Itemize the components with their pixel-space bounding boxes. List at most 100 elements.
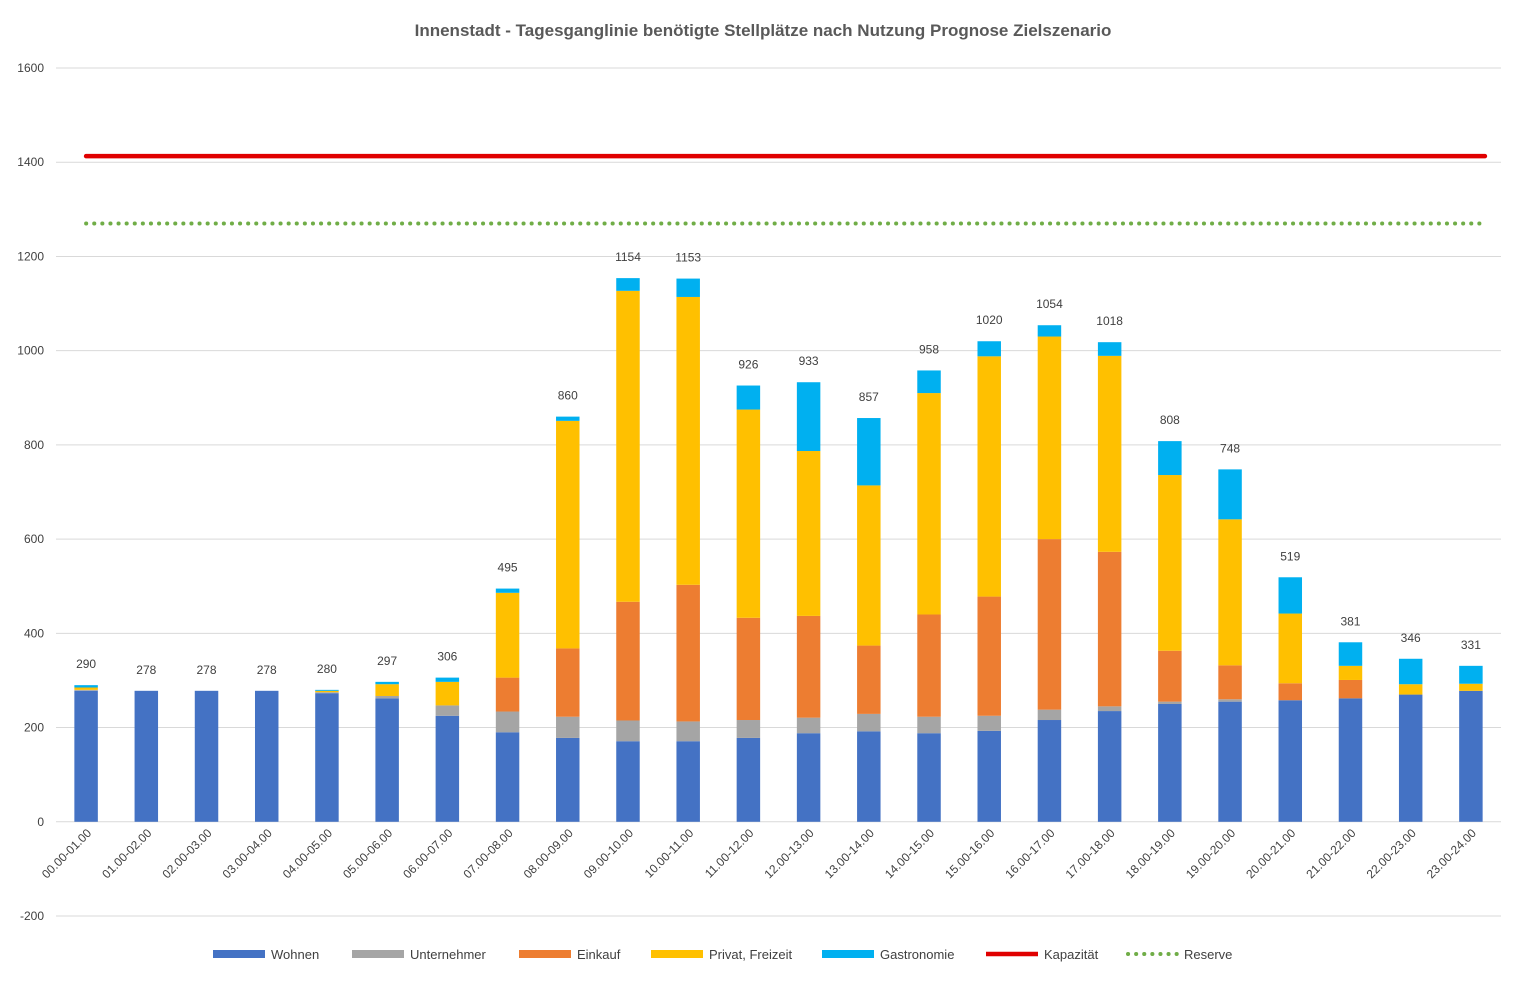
bar-segment-wohnen	[134, 690, 159, 822]
bar-segment-privat-freizeit	[676, 296, 700, 585]
bar-segment-gastronomie	[1459, 665, 1483, 684]
total-label: 857	[859, 390, 879, 404]
bar-segment-unternehmer	[315, 692, 339, 694]
bar-segment-wohnen	[1398, 694, 1423, 822]
bar-segment-wohnen	[194, 690, 219, 822]
legend-label: Reserve	[1184, 947, 1232, 962]
total-label: 297	[377, 654, 397, 668]
y-tick-label: 800	[24, 438, 44, 452]
bar-segment-gastronomie	[1398, 658, 1423, 685]
bar-segment-wohnen	[1218, 701, 1242, 822]
bar-segment-einkauf	[1097, 551, 1122, 707]
total-label: 958	[919, 342, 939, 356]
bar-segment-privat-freizeit	[977, 356, 1001, 597]
bar-segment-wohnen	[736, 737, 761, 822]
bar-segment-gastronomie	[315, 689, 339, 691]
total-label: 1020	[976, 313, 1003, 327]
bar-segment-unternehmer	[977, 715, 1001, 731]
bar-segment-einkauf	[495, 677, 520, 712]
x-tick-label: 10.00-11.00	[642, 826, 697, 881]
bar-segment-privat-freizeit	[74, 687, 98, 690]
x-axis: 00.00-01.00 01.00-02.00 02.00-03.00 03.00-0…	[39, 826, 1479, 881]
bar-segment-unternehmer	[1158, 701, 1182, 704]
x-tick-label: 18.00-19.00	[1123, 826, 1178, 881]
bar-segment-privat-freizeit	[435, 681, 460, 706]
bar-segment-unternehmer	[1097, 706, 1122, 712]
bar-segment-unternehmer	[435, 705, 460, 716]
legend-label: Kapazität	[1044, 947, 1099, 962]
bar-segment-unternehmer	[676, 721, 700, 742]
x-tick-label: 21.00-22.00	[1303, 826, 1358, 881]
bar-segment-gastronomie	[796, 382, 821, 452]
bar-segment-einkauf	[616, 601, 640, 721]
bar-segment-einkauf	[676, 584, 700, 722]
bar-segment-privat-freizeit	[917, 393, 941, 615]
bar-segment-wohnen	[1037, 720, 1062, 822]
bar-segment-wohnen	[977, 730, 1001, 822]
gridlines	[56, 67, 1501, 917]
x-tick-label: 11.00-12.00	[702, 826, 757, 881]
bar-segment-privat-freizeit	[616, 290, 640, 602]
x-tick-label: 08.00-09.00	[521, 826, 576, 881]
bars	[74, 278, 1483, 822]
y-tick-label: 400	[24, 626, 44, 640]
legend-label: Privat, Freizeit	[709, 947, 792, 962]
bar-segment-privat-freizeit	[315, 690, 339, 693]
bar-segment-gastronomie	[736, 385, 761, 410]
total-label: 381	[1340, 614, 1360, 628]
bar-segment-gastronomie	[375, 681, 399, 685]
bar-segment-unternehmer	[74, 689, 98, 691]
y-tick-label: 200	[24, 721, 44, 735]
bar-segment-unternehmer	[375, 695, 399, 699]
bar-segment-wohnen	[917, 733, 941, 822]
bar-segment-privat-freizeit	[1459, 683, 1483, 691]
bar-segment-privat-freizeit	[796, 451, 821, 616]
bar-segment-unternehmer	[917, 716, 941, 734]
bar-segment-unternehmer	[1218, 699, 1242, 702]
y-tick-label: 1200	[17, 249, 44, 263]
bar-segment-privat-freizeit	[1158, 475, 1182, 651]
bar-segment-gastronomie	[977, 341, 1001, 357]
bar-segment-einkauf	[796, 615, 821, 718]
bar-segment-einkauf	[736, 617, 761, 721]
y-axis: -200 0 200 400 600 800 1000 1200 1400 1600	[17, 61, 44, 923]
legend-label: Wohnen	[271, 947, 319, 962]
x-tick-label: 04.00-05.00	[280, 826, 335, 881]
x-tick-label: 02.00-03.00	[159, 826, 214, 881]
total-label: 290	[76, 657, 96, 671]
total-label: 278	[197, 663, 217, 677]
legend: Wohnen Unternehmer Einkauf Privat, Freizeit…	[213, 947, 1232, 962]
bar-segment-wohnen	[1338, 698, 1363, 822]
total-label: 748	[1220, 441, 1240, 455]
bar-segment-privat-freizeit	[495, 592, 520, 678]
total-label: 1018	[1096, 314, 1123, 328]
bar-segment-einkauf	[1218, 665, 1242, 700]
y-tick-label: 600	[24, 532, 44, 546]
data-labels: 290 278 278 278 280 297 306 495 860 1154 1153 926 93…	[76, 250, 1481, 677]
x-tick-label: 14.00-15.00	[882, 826, 937, 881]
bar-segment-wohnen	[1459, 690, 1483, 822]
bar-segment-gastronomie	[1097, 342, 1122, 356]
total-label: 1054	[1036, 297, 1063, 311]
bar-segment-unternehmer	[736, 720, 761, 738]
bar-segment-unternehmer	[495, 711, 520, 733]
bar-segment-privat-freizeit	[556, 420, 580, 649]
bar-segment-einkauf	[556, 648, 580, 717]
legend-label: Gastronomie	[880, 947, 954, 962]
bar-segment-gastronomie	[74, 685, 98, 688]
bar-segment-privat-freizeit	[375, 684, 399, 696]
reference-lines	[83, 153, 1488, 226]
x-tick-label: 07.00-08.00	[460, 826, 515, 881]
bar-segment-einkauf	[977, 596, 1001, 716]
x-tick-label: 05.00-06.00	[340, 826, 395, 881]
x-tick-label: 19.00-20.00	[1183, 826, 1238, 881]
total-label: 860	[558, 389, 578, 403]
bar-segment-gastronomie	[1218, 469, 1242, 520]
legend-swatch	[519, 950, 571, 958]
bar-segment-wohnen	[676, 741, 700, 822]
total-label: 306	[437, 650, 457, 664]
legend-label: Einkauf	[577, 947, 621, 962]
bar-segment-wohnen	[796, 733, 821, 822]
